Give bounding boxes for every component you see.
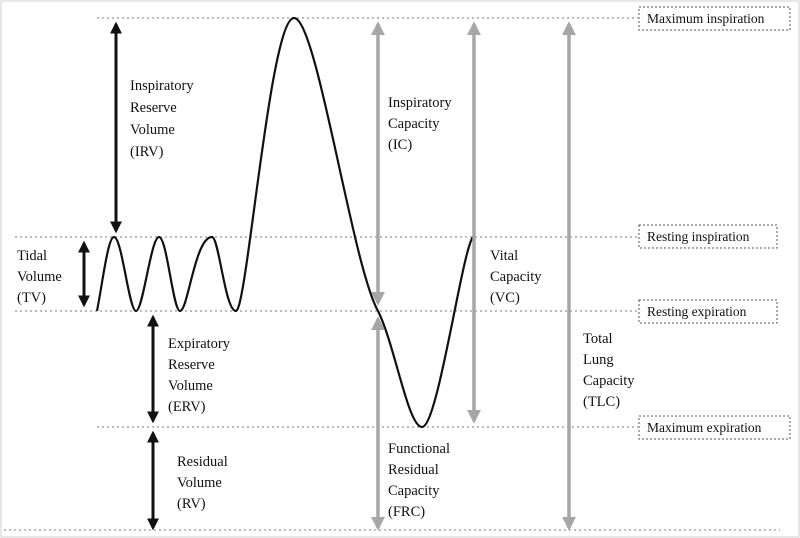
- resting-inspiration-label: Resting inspiration: [647, 229, 750, 244]
- max-expiration-label: Maximum expiration: [647, 420, 762, 435]
- ic-label: Inspiratory Capacity (IC): [388, 95, 455, 153]
- max-inspiration-box: [638, 6, 791, 31]
- irv-label: Inspiratory Reserve Volume (IRV): [130, 78, 197, 160]
- resting-inspiration-box: [638, 224, 778, 249]
- rv-label: Residual Volume (RV): [177, 454, 231, 512]
- erv-label: Expiratory Reserve Volume (ERV): [168, 336, 234, 415]
- max-expiration-box: [638, 415, 791, 440]
- level-lines: [4, 17, 780, 531]
- vc-label: Vital Capacity (VC): [490, 248, 545, 306]
- spirogram-trace: [95, 16, 474, 429]
- level-labels: Maximum inspiration Resting inspiration …: [638, 6, 791, 440]
- resting-expiration-label: Resting expiration: [647, 304, 747, 319]
- tv-label: Tidal Volume (TV): [17, 248, 65, 306]
- max-inspiration-label: Maximum inspiration: [647, 11, 765, 26]
- volume-arrows: [78, 21, 159, 531]
- capacity-arrows: [371, 21, 576, 531]
- frc-label: Functional Residual Capacity (FRC): [388, 441, 454, 520]
- resting-expiration-box: [638, 299, 778, 324]
- tlc-label: Total Lung Capacity (TLC): [583, 331, 638, 410]
